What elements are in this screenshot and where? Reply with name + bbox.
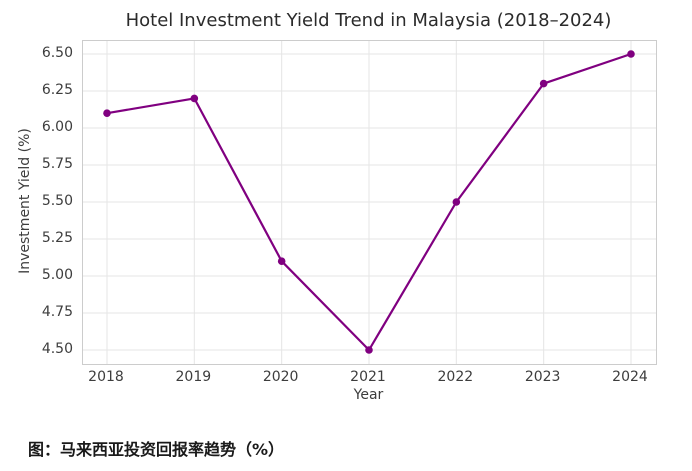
- plot-area: [82, 40, 657, 365]
- data-point-2024: [627, 50, 635, 58]
- x-tick-label: 2019: [175, 369, 212, 385]
- y-tick-label: 6.50: [41, 45, 73, 61]
- data-point-2021: [365, 346, 373, 354]
- y-tick-label: 5.25: [41, 230, 73, 246]
- data-point-2022: [452, 198, 461, 206]
- y-tick-label: 5.75: [41, 156, 73, 172]
- data-point-2019: [190, 94, 199, 103]
- y-tick-label: 6.00: [41, 119, 73, 135]
- data-point-2018: [103, 109, 111, 117]
- data-point-2023: [539, 79, 548, 88]
- x-tick-label: 2020: [262, 369, 299, 385]
- data-point-2020: [277, 257, 286, 265]
- x-tick-label: 2022: [437, 369, 474, 385]
- x-tick-label: 2021: [350, 369, 386, 385]
- x-tick-label: 2024: [612, 369, 648, 385]
- y-tick-label: 6.25: [41, 82, 73, 98]
- y-tick-label: 5.00: [41, 267, 73, 283]
- chart-title: Hotel Investment Yield Trend in Malaysia…: [125, 10, 612, 31]
- y-tick-label: 4.50: [41, 341, 73, 357]
- x-tick-label: 2018: [88, 369, 124, 385]
- y-tick-label: 5.50: [41, 193, 73, 209]
- line-chart-svg: [83, 41, 656, 364]
- figure-caption: 图：马来西亚投资回报率趋势（%）: [28, 440, 285, 459]
- x-tick-label: 2023: [524, 369, 561, 385]
- y-tick-label: 4.75: [41, 304, 73, 320]
- x-axis-label: Year: [353, 387, 384, 403]
